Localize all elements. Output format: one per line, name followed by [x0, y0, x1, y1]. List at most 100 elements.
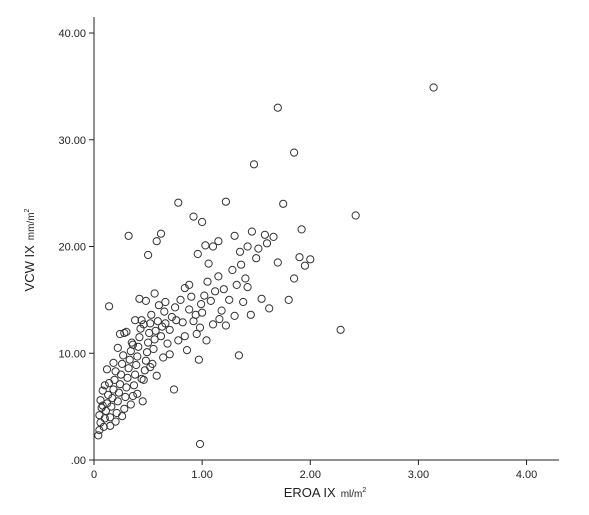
- data-point: [153, 317, 162, 326]
- data-point: [219, 285, 228, 294]
- data-point: [133, 352, 142, 361]
- data-point: [111, 367, 120, 376]
- data-point: [160, 307, 169, 316]
- data-point: [273, 103, 282, 112]
- data-point: [208, 242, 218, 251]
- tick-marks: [89, 32, 528, 465]
- data-point: [246, 310, 255, 319]
- data-point: [163, 339, 172, 348]
- data-point: [295, 253, 304, 262]
- data-point: [203, 277, 212, 286]
- data-point: [122, 383, 131, 392]
- data-point: [187, 292, 196, 301]
- data-point: [99, 422, 108, 431]
- data-point: [161, 297, 170, 307]
- data-point: [94, 431, 103, 440]
- data-point: [113, 343, 122, 352]
- data-point: [144, 338, 153, 347]
- data-point: [225, 295, 234, 304]
- data-point: [150, 335, 159, 344]
- data-point: [140, 366, 149, 375]
- data-point: [247, 227, 256, 236]
- data-point: [113, 397, 122, 406]
- data-point: [124, 364, 133, 373]
- y-axis-unit-superscript: 2: [24, 208, 31, 212]
- data-point: [249, 160, 259, 169]
- data-point: [100, 381, 109, 390]
- data-point: [96, 396, 105, 405]
- data-point: [195, 439, 205, 449]
- data-point: [230, 231, 239, 240]
- x-tick-label: 1.00: [191, 469, 212, 481]
- data-point: [141, 356, 150, 365]
- data-point: [239, 297, 248, 307]
- data-point: [284, 295, 293, 304]
- x-axis-label: EROA IX: [284, 485, 336, 500]
- data-point: [114, 388, 124, 397]
- y-axis-title: VCW IX mm/m2: [22, 208, 37, 291]
- data-point: [237, 260, 246, 269]
- y-tick-label: 10.00: [58, 348, 86, 360]
- data-point: [132, 360, 141, 370]
- data-point: [192, 329, 201, 339]
- data-point: [111, 417, 120, 426]
- data-point: [105, 302, 114, 311]
- data-point: [221, 321, 230, 330]
- data-point: [109, 385, 118, 394]
- data-point: [154, 301, 163, 310]
- data-point: [165, 325, 174, 334]
- data-point: [243, 242, 252, 251]
- data-point: [128, 391, 137, 401]
- y-axis: .00 10.00 20.00 30.00 40.00: [58, 17, 95, 467]
- data-point: [106, 421, 115, 430]
- data-point: [161, 319, 170, 328]
- data-point: [290, 274, 299, 283]
- data-point: [137, 316, 146, 325]
- x-tick-label: 4.00: [516, 469, 537, 481]
- data-point: [149, 344, 158, 354]
- data-point: [115, 380, 125, 389]
- data-point: [156, 229, 166, 238]
- data-point: [121, 392, 130, 402]
- data-point: [208, 320, 218, 329]
- data-point: [138, 397, 147, 406]
- y-tick-label: 40.00: [58, 28, 86, 40]
- data-point: [185, 305, 194, 314]
- data-point: [106, 413, 115, 422]
- data-point: [306, 255, 315, 264]
- data-point: [112, 408, 121, 418]
- data-point: [429, 83, 438, 92]
- data-point: [124, 231, 133, 240]
- data-point: [152, 371, 161, 380]
- data-point: [194, 355, 203, 364]
- data-point: [265, 304, 274, 313]
- x-axis-unit: ml/m: [341, 489, 363, 500]
- data-point: [262, 239, 272, 248]
- data-point: [185, 280, 194, 289]
- data-point: [273, 258, 282, 267]
- data-point: [127, 338, 136, 347]
- x-tick-label: 2.00: [300, 469, 321, 481]
- data-point: [214, 237, 223, 246]
- data-point: [152, 237, 161, 246]
- data-point: [189, 212, 198, 221]
- y-tick-label: 30.00: [58, 135, 86, 147]
- data-point: [176, 295, 185, 304]
- data-point: [195, 323, 205, 332]
- data-point: [131, 370, 140, 379]
- data-points: [94, 83, 438, 449]
- x-tick-label: 3.00: [408, 469, 429, 481]
- data-point: [131, 316, 140, 325]
- data-point: [197, 300, 206, 309]
- data-point: [109, 358, 118, 367]
- data-point: [214, 272, 223, 281]
- data-point: [297, 225, 306, 234]
- data-point: [118, 412, 127, 421]
- data-point: [141, 296, 150, 305]
- data-point: [156, 332, 166, 341]
- data-point: [147, 310, 156, 319]
- data-point: [151, 326, 160, 335]
- data-point: [300, 261, 309, 270]
- data-point: [235, 247, 245, 256]
